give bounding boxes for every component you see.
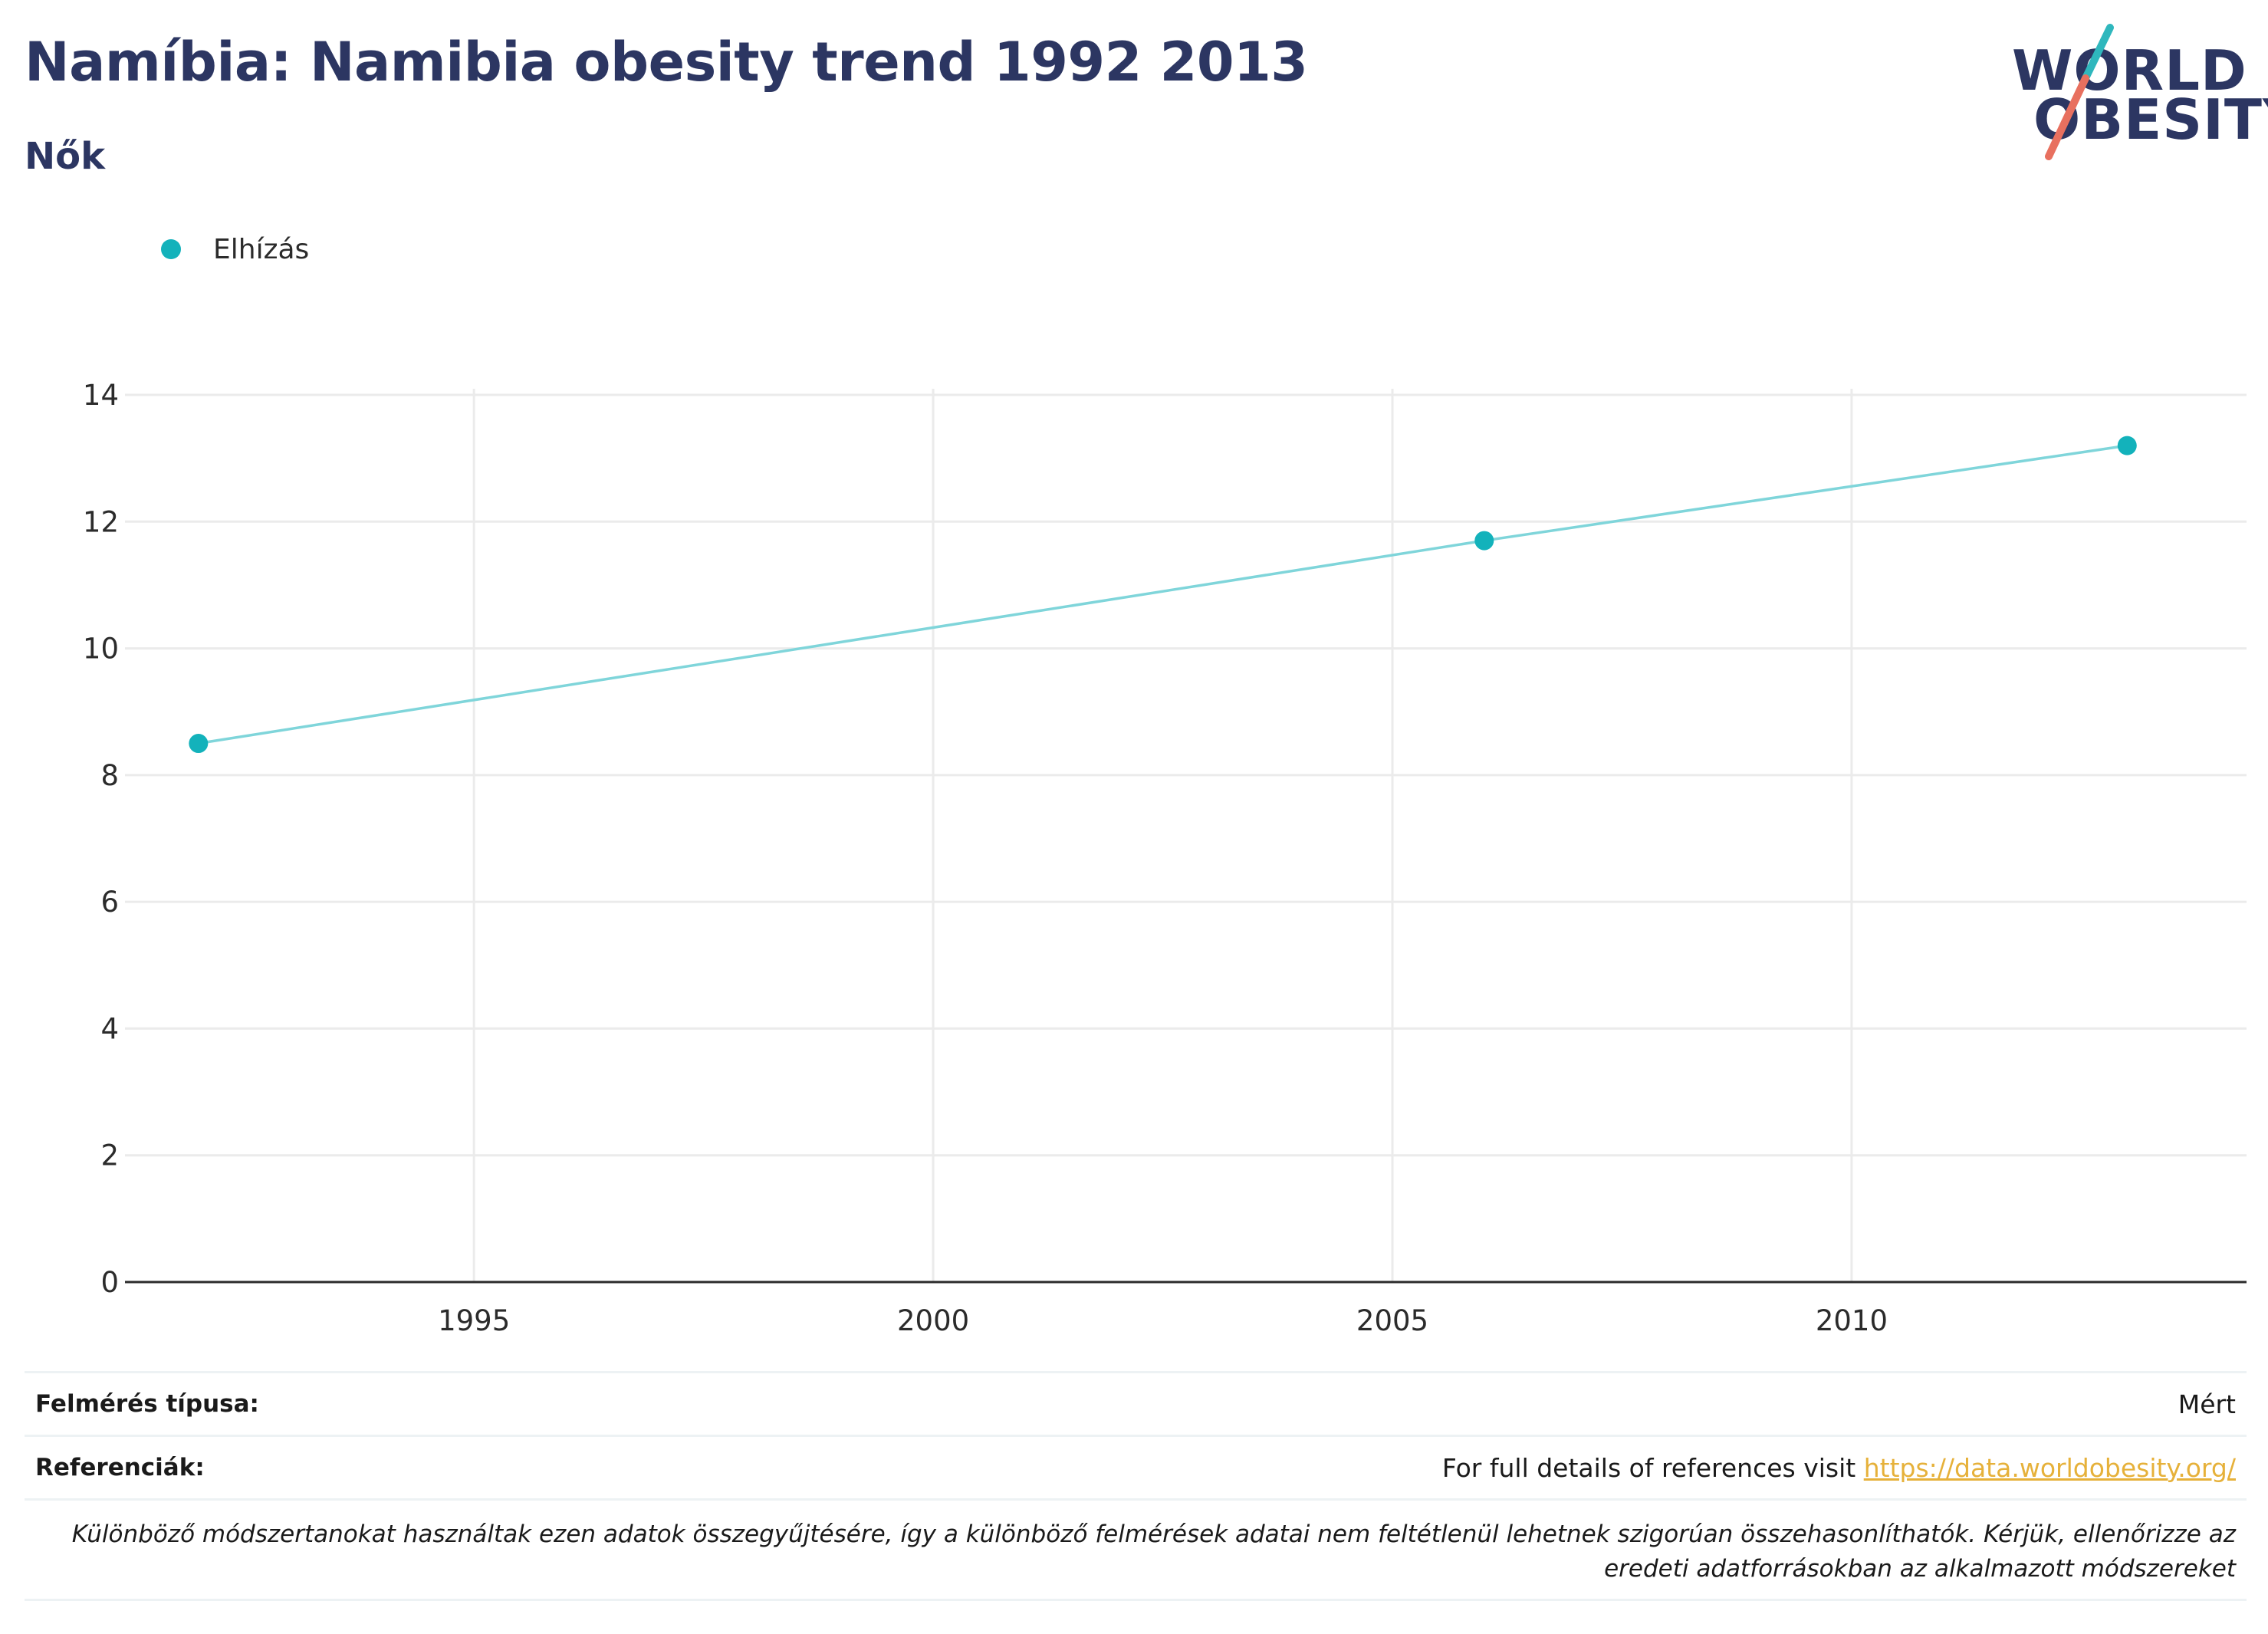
data-point [1474,531,1494,551]
references-value: For full details of references visit htt… [1442,1453,2236,1483]
data-point [2117,436,2137,455]
y-tick-label: 0 [100,1266,119,1299]
grid-lines [125,389,2247,1282]
page-title: Namíbia: Namibia obesity trend 1992 2013 [25,31,1308,94]
line-chart: 0 2 4 6 8 10 12 14 1995 2000 2005 2010 [83,379,2247,1337]
x-tick-label: 2000 [897,1304,969,1337]
page-subtitle: Nők [25,135,106,178]
y-tick-label: 10 [83,633,119,666]
references-link[interactable]: https://data.worldobesity.org/ [1863,1452,2236,1483]
logo-line-1: WORLD [2012,38,2247,103]
survey-type-label: Felmérés típusa: [35,1390,259,1418]
tick-labels: 0 2 4 6 8 10 12 14 1995 2000 2005 2010 [83,379,1888,1337]
references-text: For full details of references visit [1441,1452,1856,1483]
y-tick-label: 14 [83,379,119,412]
logo-slash-icon [2045,24,2114,160]
y-tick-label: 6 [100,886,119,919]
methodology-note: Különböző módszertanokat használtak ezen… [25,1498,2247,1601]
data-point [189,734,209,754]
y-tick-label: 4 [100,1012,119,1045]
chart-legend[interactable]: Elhízás [161,230,309,268]
world-obesity-logo[interactable]: WORLD OBESITY [1986,21,2268,167]
legend-label: Elhízás [213,233,310,265]
references-row: Referenciák: For full details of referen… [25,1435,2247,1498]
x-tick-label: 2010 [1816,1304,1888,1337]
series-elhizas [189,436,2137,754]
chart-footer: Felmérés típusa: Mért Referenciák: For f… [25,1371,2247,1601]
legend-marker [161,239,181,259]
y-tick-label: 8 [100,759,119,792]
x-tick-label: 1995 [438,1304,510,1337]
references-label: Referenciák: [35,1454,205,1481]
y-tick-label: 2 [100,1139,119,1172]
survey-type-value: Mért [2178,1389,2236,1419]
y-tick-label: 12 [83,505,119,538]
x-tick-label: 2005 [1356,1304,1428,1337]
series-line [198,444,2128,745]
survey-type-row: Felmérés típusa: Mért [25,1371,2247,1435]
